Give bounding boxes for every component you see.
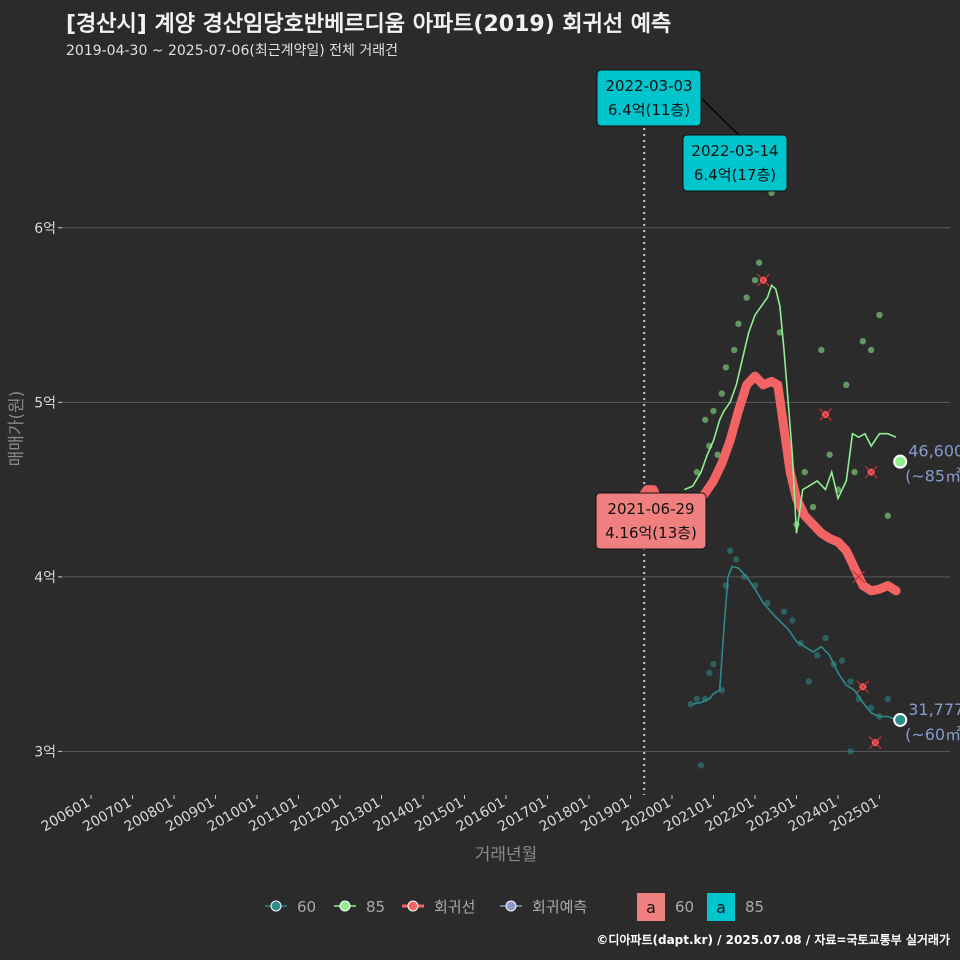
scatter-point-85 xyxy=(884,512,891,519)
scatter-point-85 xyxy=(818,346,825,354)
scatter-point-60 xyxy=(838,657,846,664)
scatter-point-60 xyxy=(884,695,891,703)
outlier-cross xyxy=(756,273,770,287)
scatter-point-85 xyxy=(722,364,730,371)
annotation-date: 2022-03-14 xyxy=(691,142,778,160)
outlier-cross xyxy=(868,736,882,750)
legend-key-label: 85 xyxy=(745,898,764,916)
scatter-point-85 xyxy=(755,259,763,266)
chart-subtitle: 2019-04-30 ~ 2025-07-06(최근계약일) 전체 거래건 xyxy=(66,43,398,59)
scatter-point-60 xyxy=(706,669,713,677)
scatter-point-60 xyxy=(687,701,694,708)
scatter-point-60 xyxy=(710,660,717,668)
scatter-point-60 xyxy=(726,547,734,554)
scatter-point-85 xyxy=(751,276,759,284)
outlier-cross xyxy=(819,408,832,421)
legend-marker xyxy=(407,900,419,912)
legend-label: 60 xyxy=(297,898,316,916)
legend-marker xyxy=(505,900,517,912)
annotation-price: 6.4억(17층) xyxy=(694,166,776,184)
scatter-point-60 xyxy=(764,599,771,607)
scatter-point-60 xyxy=(805,678,813,685)
scatter-point-85 xyxy=(876,311,883,319)
scatter-point-85 xyxy=(859,338,867,345)
scatter-point-60 xyxy=(780,608,788,615)
scatter-point-85 xyxy=(843,381,850,389)
scatter-point-85 xyxy=(710,407,717,415)
scatter-point-85 xyxy=(701,416,709,423)
y-tick-label: 6억 xyxy=(34,221,56,237)
legend-key-box xyxy=(637,893,665,921)
outlier-cross xyxy=(856,680,870,694)
x-axis-title: 거래년월 xyxy=(475,845,538,865)
annotation-date: 2021-06-29 xyxy=(607,500,694,518)
scatter-point-60 xyxy=(847,748,854,755)
scatter-point-85 xyxy=(801,468,808,476)
scatter-point-60 xyxy=(693,695,701,703)
annotation-date: 2022-03-03 xyxy=(605,77,692,95)
source-footer: ©디아파트(dapt.kr) / 2025.07.08 / 자료=국토교통부 실… xyxy=(596,933,950,947)
scatter-point-85 xyxy=(851,468,858,476)
scatter-point-85 xyxy=(743,294,750,301)
legend-key-glyph: a xyxy=(646,898,656,917)
legend-label: 회귀예측 xyxy=(532,898,587,916)
scatter-point-60 xyxy=(733,556,740,563)
series-line-60 xyxy=(692,565,897,721)
legend-marker xyxy=(270,900,282,912)
scatter-point-85 xyxy=(731,346,738,354)
scatter-point-85 xyxy=(718,390,725,397)
end-point-85 xyxy=(893,454,908,469)
scatter-point-60 xyxy=(789,617,796,624)
scatter-point-85 xyxy=(809,503,817,511)
end-value-label: 31,777 xyxy=(908,700,960,719)
y-tick-label: 3억 xyxy=(34,744,56,760)
end-point-60 xyxy=(893,712,908,727)
y-tick-label: 5억 xyxy=(34,395,56,411)
outlier-cross xyxy=(864,465,878,479)
scatter-point-85 xyxy=(826,451,833,458)
end-value-label: 46,600 xyxy=(908,442,960,461)
end-area-label: (~85㎡) xyxy=(905,467,960,486)
scatter-point-60 xyxy=(822,634,829,642)
annotation-price: 6.4억(11층) xyxy=(608,101,690,119)
series-line-85 xyxy=(684,284,897,534)
scatter-point-85 xyxy=(735,320,742,327)
scatter-point-60 xyxy=(867,704,875,711)
annotation-price: 4.16억(13층) xyxy=(605,524,697,542)
legend-key-label: 60 xyxy=(675,898,694,916)
y-axis-title: 매매가(원) xyxy=(7,391,27,467)
chart-title: [경산시] 계양 경산임당호반베르디움 아파트(2019) 회귀선 예측 xyxy=(66,12,672,37)
legend-key-box xyxy=(707,893,735,921)
scatter-point-85 xyxy=(693,468,701,476)
legend-label: 회귀선 xyxy=(434,898,475,916)
annotation-box xyxy=(596,69,702,127)
end-area-label: (~60㎡) xyxy=(905,725,960,744)
legend-marker xyxy=(339,900,351,912)
scatter-point-60 xyxy=(697,762,705,769)
annotation-box xyxy=(682,134,788,192)
legend-key-glyph: a xyxy=(716,898,726,917)
annotation-box xyxy=(595,492,707,550)
legend-label: 85 xyxy=(366,898,385,916)
regression-line xyxy=(630,371,901,596)
scatter-point-60 xyxy=(814,652,821,659)
scatter-point-85 xyxy=(714,451,721,458)
scatter-point-60 xyxy=(847,678,854,685)
y-tick-label: 4억 xyxy=(34,570,56,586)
outlier-cross xyxy=(852,570,866,584)
scatter-point-85 xyxy=(867,346,875,354)
